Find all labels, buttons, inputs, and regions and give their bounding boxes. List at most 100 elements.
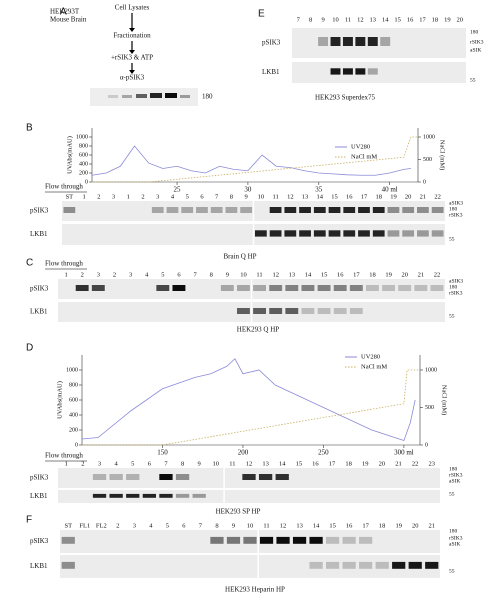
- lane-label: 4: [149, 522, 153, 529]
- row-label: LKB1: [30, 492, 48, 500]
- caption: Brain Q HP: [223, 253, 256, 261]
- x-tick-label: 300 ml: [394, 449, 414, 457]
- band: [181, 207, 194, 213]
- lane-label: 15: [394, 16, 401, 23]
- band: [126, 493, 140, 498]
- band: [359, 561, 373, 569]
- lane-label: 19: [444, 16, 451, 23]
- y2-tick-label: 1000: [425, 367, 437, 373]
- lane-label: 17: [329, 460, 336, 467]
- lane-label: 15: [331, 193, 338, 200]
- lane-label: 7: [164, 460, 168, 467]
- lane-label: 10: [332, 16, 339, 23]
- row-label: pSIK3: [30, 537, 49, 545]
- blot: [292, 28, 466, 58]
- bands: [108, 93, 190, 98]
- band: [151, 207, 164, 213]
- lane-label: 21: [428, 522, 435, 529]
- band: [91, 285, 105, 291]
- lane-label: 11: [345, 16, 351, 23]
- band: [398, 285, 412, 291]
- band: [309, 561, 323, 569]
- band: [333, 285, 347, 291]
- flow-through-label: Flow through: [45, 452, 83, 460]
- marker-label: 55: [470, 77, 476, 83]
- lane-label: 18: [369, 271, 376, 278]
- band: [299, 230, 311, 237]
- caption: HEK293 Q HP: [237, 326, 279, 334]
- y-tick-label: 600: [69, 397, 78, 403]
- lane-label: 1: [127, 193, 130, 200]
- lane-label: 19: [395, 522, 402, 529]
- lane-label: 1: [65, 460, 68, 467]
- band: [342, 68, 353, 75]
- caption: HEK293 SP HP: [216, 508, 261, 516]
- lane-label: 12: [287, 193, 294, 200]
- source-label: HEK293T: [50, 8, 80, 16]
- band: [142, 493, 156, 498]
- series-line: [82, 369, 420, 446]
- band: [92, 493, 107, 498]
- band: [343, 230, 356, 237]
- lane-label: 12: [357, 16, 364, 23]
- lane-label: 9: [226, 271, 229, 278]
- lane-label: 3: [98, 460, 101, 467]
- lane-label: 6: [148, 460, 152, 467]
- lane-label: 11: [229, 460, 235, 467]
- y2-tick-label: 500: [425, 405, 434, 411]
- panel-letter: A: [60, 7, 67, 18]
- lane-label: 4: [145, 271, 149, 278]
- lane-label: 9: [321, 16, 324, 23]
- lane-label: 17: [361, 193, 368, 200]
- caption: HEK293 Superdex75: [315, 94, 376, 102]
- band: [365, 285, 379, 291]
- row-label: LKB1: [30, 230, 48, 238]
- lane-label: 1: [82, 193, 85, 200]
- marker-label: aSIK3: [449, 200, 463, 206]
- y-tick-label: 200: [69, 427, 78, 433]
- lane-label: 9: [232, 522, 235, 529]
- band: [285, 285, 299, 291]
- lane-label: 20: [457, 16, 464, 23]
- band: [330, 68, 341, 75]
- band: [220, 285, 234, 291]
- band: [355, 68, 366, 75]
- lane-label: 5: [186, 193, 189, 200]
- lane-label: 14: [317, 193, 324, 200]
- band: [225, 207, 238, 213]
- lane-label: 13: [370, 16, 377, 23]
- blot: [60, 555, 440, 578]
- lane-label: 12: [246, 460, 253, 467]
- lane-label: 12: [272, 271, 279, 278]
- band: [254, 230, 267, 237]
- lane-label: 6: [177, 271, 181, 278]
- band: [326, 561, 340, 569]
- lane-label: 14: [305, 271, 312, 278]
- y-axis-label: UVAbs(mAU): [66, 136, 73, 174]
- lane-label: 18: [345, 460, 352, 467]
- lane-label: 9: [198, 460, 201, 467]
- step-label: Fractionation: [113, 32, 151, 40]
- band: [61, 536, 75, 544]
- lane-label: 15: [321, 271, 328, 278]
- marker-label: 55: [449, 568, 455, 574]
- lane-label: 17: [419, 16, 426, 23]
- band: [380, 37, 391, 46]
- panel-letter: F: [26, 515, 32, 526]
- y2-tick-label: 500: [423, 157, 432, 163]
- lane-label: 3: [112, 193, 115, 200]
- lane-label: 2: [81, 460, 84, 467]
- lane-label: 2: [81, 271, 84, 278]
- band: [75, 285, 89, 291]
- lane-label: 14: [279, 460, 286, 467]
- row-label: pSIK3: [30, 207, 49, 215]
- lane-label: 18: [379, 522, 386, 529]
- legend-label: NaCl mM: [351, 153, 377, 160]
- band: [259, 536, 274, 544]
- lane-label: 16: [312, 460, 319, 467]
- marker-label: aSIK: [449, 478, 460, 484]
- panel-letter: B: [26, 123, 33, 134]
- band: [109, 493, 123, 498]
- lane-label: 18: [375, 193, 382, 200]
